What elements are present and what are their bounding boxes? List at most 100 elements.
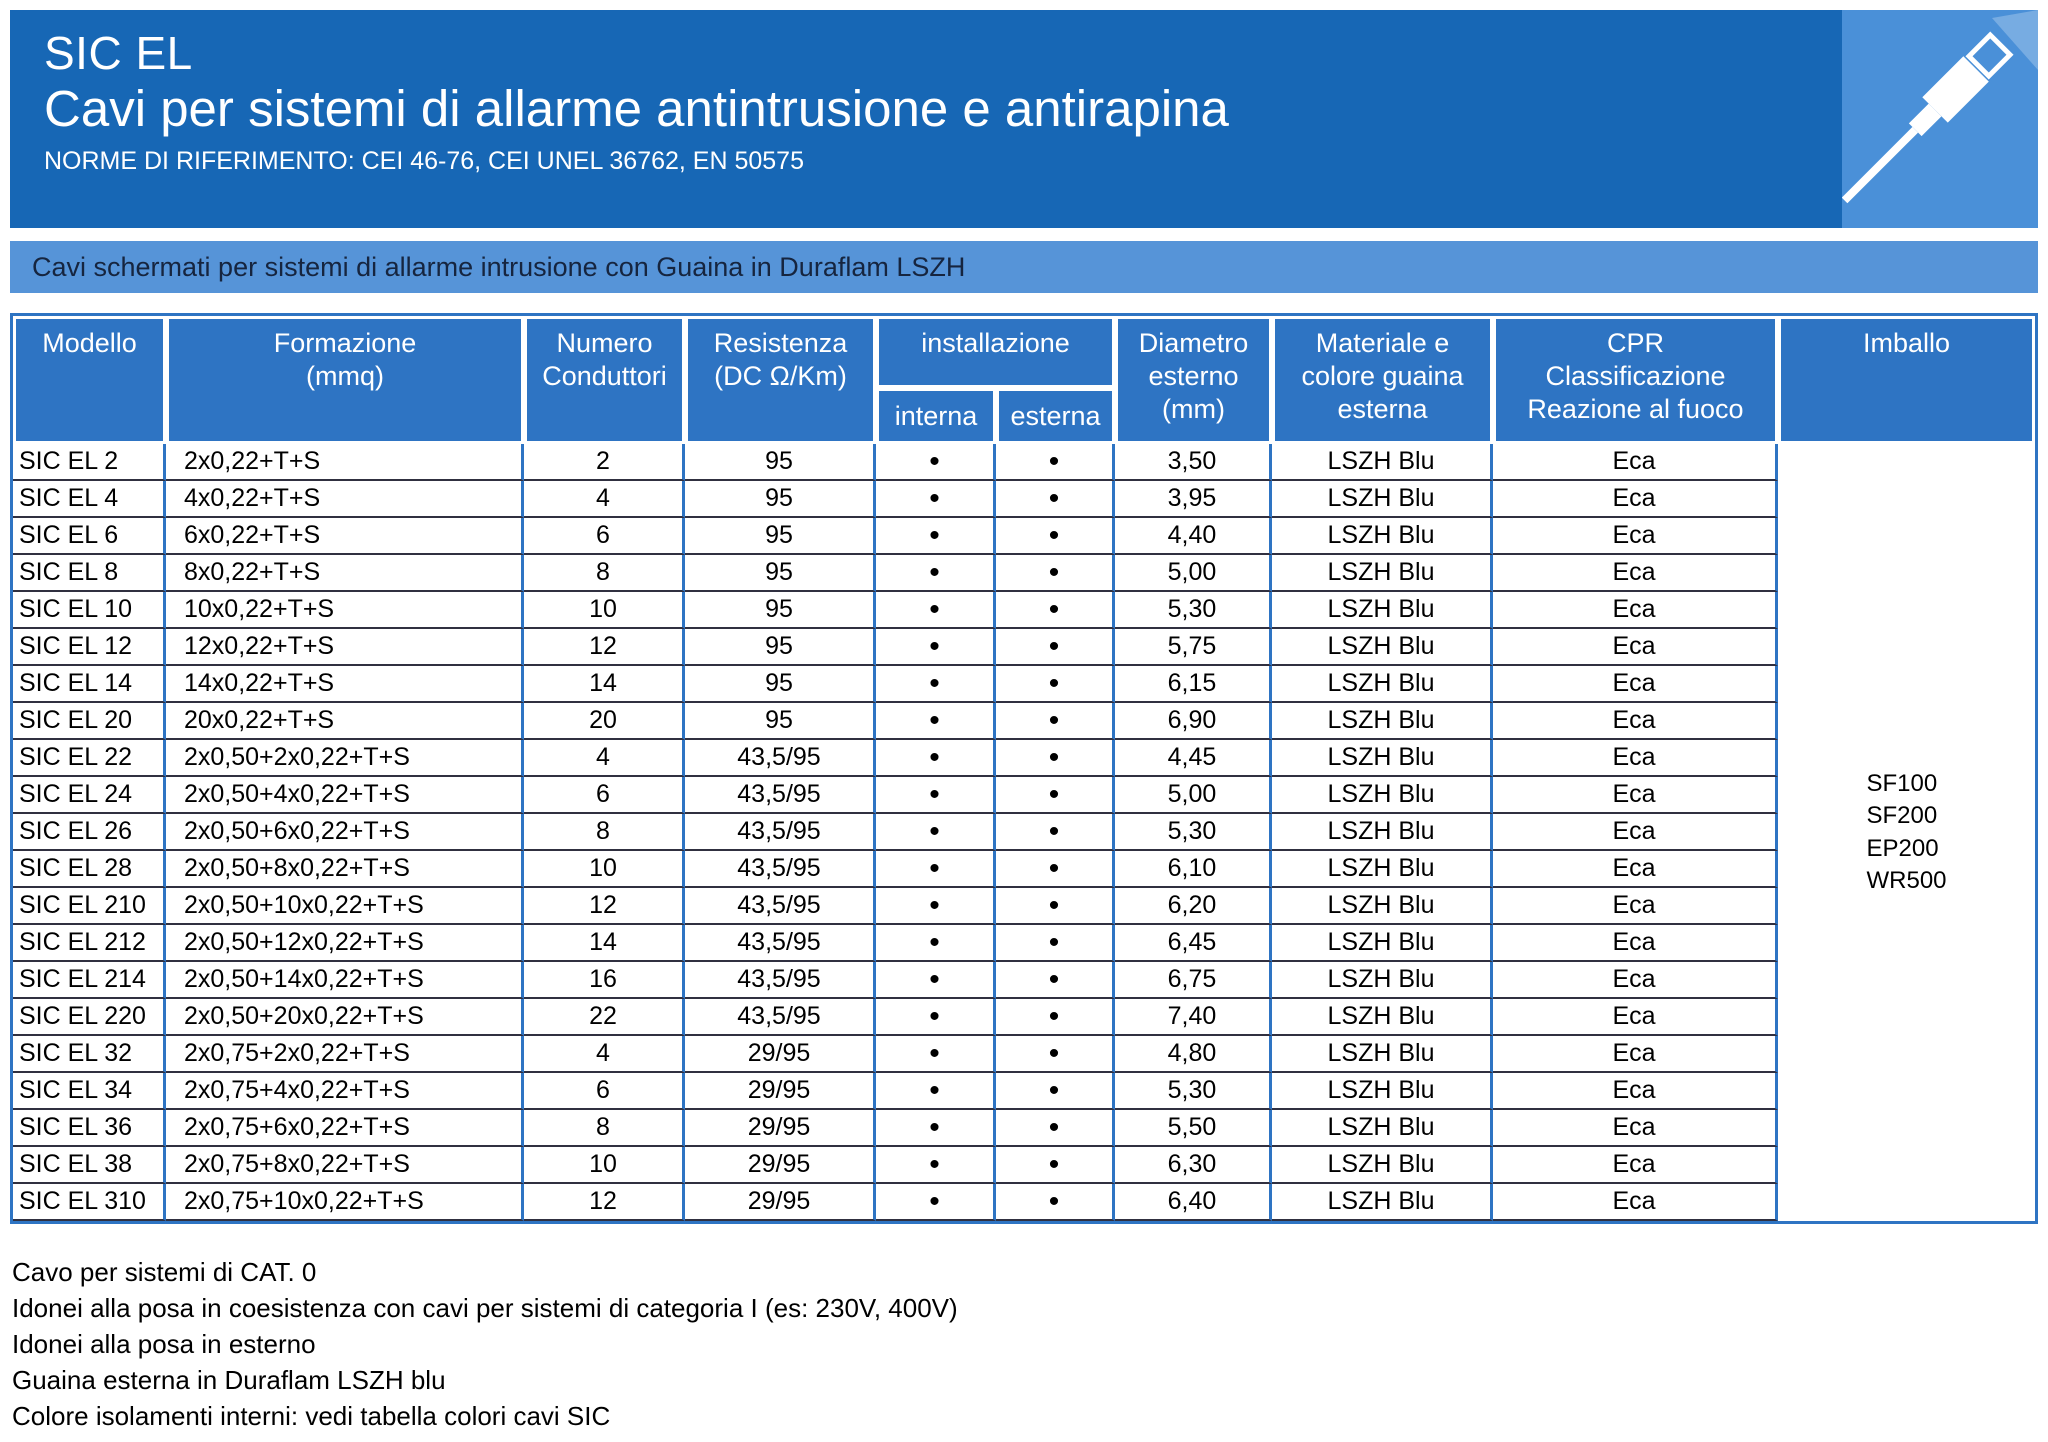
cell-cpr: Eca bbox=[1493, 925, 1778, 962]
cell-diametro: 4,40 bbox=[1115, 518, 1272, 555]
cell-formazione: 4x0,22+T+S bbox=[166, 481, 524, 518]
cell-interna: • bbox=[876, 1036, 996, 1073]
cell-cpr: Eca bbox=[1493, 703, 1778, 740]
cell-diametro: 4,45 bbox=[1115, 740, 1272, 777]
cell-esterna: • bbox=[996, 925, 1115, 962]
section-banner: Cavi schermati per sistemi di allarme in… bbox=[10, 241, 2038, 293]
cell-modello: SIC EL 34 bbox=[13, 1073, 166, 1110]
cell-diametro: 6,10 bbox=[1115, 851, 1272, 888]
cell-interna: • bbox=[876, 962, 996, 999]
cell-formazione: 2x0,50+2x0,22+T+S bbox=[166, 740, 524, 777]
cell-modello: SIC EL 2 bbox=[13, 444, 166, 481]
cell-guaina: LSZH Blu bbox=[1272, 999, 1493, 1036]
cell-formazione: 6x0,22+T+S bbox=[166, 518, 524, 555]
cell-conduttori: 4 bbox=[524, 481, 685, 518]
cell-formazione: 2x0,50+4x0,22+T+S bbox=[166, 777, 524, 814]
cell-resistenza: 43,5/95 bbox=[685, 740, 876, 777]
cell-resistenza: 95 bbox=[685, 518, 876, 555]
cell-resistenza: 29/95 bbox=[685, 1036, 876, 1073]
cell-resistenza: 29/95 bbox=[685, 1184, 876, 1221]
cell-resistenza: 95 bbox=[685, 444, 876, 481]
cell-formazione: 2x0,75+10x0,22+T+S bbox=[166, 1184, 524, 1221]
footer-notes: Cavo per sistemi di CAT. 0 Idonei alla p… bbox=[10, 1254, 2038, 1434]
cell-diametro: 6,90 bbox=[1115, 703, 1272, 740]
spec-table: Modello Formazione (mmq) Numero Condutto… bbox=[10, 313, 2038, 1224]
cell-modello: SIC EL 14 bbox=[13, 666, 166, 703]
cell-conduttori: 6 bbox=[524, 777, 685, 814]
cell-diametro: 3,50 bbox=[1115, 444, 1272, 481]
cell-modello: SIC EL 210 bbox=[13, 888, 166, 925]
cell-interna: • bbox=[876, 925, 996, 962]
cell-cpr: Eca bbox=[1493, 518, 1778, 555]
cell-esterna: • bbox=[996, 962, 1115, 999]
cell-resistenza: 43,5/95 bbox=[685, 888, 876, 925]
cell-interna: • bbox=[876, 777, 996, 814]
cell-guaina: LSZH Blu bbox=[1272, 518, 1493, 555]
cell-interna: • bbox=[876, 518, 996, 555]
cell-formazione: 2x0,75+6x0,22+T+S bbox=[166, 1110, 524, 1147]
cell-interna: • bbox=[876, 740, 996, 777]
cell-esterna: • bbox=[996, 629, 1115, 666]
col-header-guaina: Materiale e colore guaina esterna bbox=[1272, 316, 1493, 444]
cell-cpr: Eca bbox=[1493, 1110, 1778, 1147]
cell-interna: • bbox=[876, 999, 996, 1036]
col-header-interna: interna bbox=[876, 388, 996, 444]
cell-formazione: 2x0,50+20x0,22+T+S bbox=[166, 999, 524, 1036]
cell-formazione: 8x0,22+T+S bbox=[166, 555, 524, 592]
cell-guaina: LSZH Blu bbox=[1272, 1073, 1493, 1110]
cell-conduttori: 8 bbox=[524, 555, 685, 592]
cell-diametro: 6,20 bbox=[1115, 888, 1272, 925]
cell-conduttori: 10 bbox=[524, 1147, 685, 1184]
cell-cpr: Eca bbox=[1493, 740, 1778, 777]
cell-diametro: 7,40 bbox=[1115, 999, 1272, 1036]
cell-diametro: 6,15 bbox=[1115, 666, 1272, 703]
cell-resistenza: 95 bbox=[685, 703, 876, 740]
cell-conduttori: 12 bbox=[524, 629, 685, 666]
cell-guaina: LSZH Blu bbox=[1272, 1184, 1493, 1221]
cell-guaina: LSZH Blu bbox=[1272, 925, 1493, 962]
cell-resistenza: 95 bbox=[685, 666, 876, 703]
cell-conduttori: 14 bbox=[524, 925, 685, 962]
cell-esterna: • bbox=[996, 1110, 1115, 1147]
cell-diametro: 6,75 bbox=[1115, 962, 1272, 999]
cell-resistenza: 95 bbox=[685, 592, 876, 629]
cell-resistenza: 95 bbox=[685, 481, 876, 518]
cell-formazione: 12x0,22+T+S bbox=[166, 629, 524, 666]
cell-esterna: • bbox=[996, 666, 1115, 703]
cell-resistenza: 95 bbox=[685, 629, 876, 666]
cell-conduttori: 2 bbox=[524, 444, 685, 481]
cell-cpr: Eca bbox=[1493, 629, 1778, 666]
cell-conduttori: 8 bbox=[524, 814, 685, 851]
cell-modello: SIC EL 220 bbox=[13, 999, 166, 1036]
cell-resistenza: 95 bbox=[685, 555, 876, 592]
cell-formazione: 2x0,50+6x0,22+T+S bbox=[166, 814, 524, 851]
cell-guaina: LSZH Blu bbox=[1272, 888, 1493, 925]
cell-resistenza: 43,5/95 bbox=[685, 962, 876, 999]
cell-guaina: LSZH Blu bbox=[1272, 703, 1493, 740]
cell-esterna: • bbox=[996, 888, 1115, 925]
cell-cpr: Eca bbox=[1493, 777, 1778, 814]
col-header-installazione: installazione bbox=[876, 316, 1115, 388]
cell-resistenza: 43,5/95 bbox=[685, 851, 876, 888]
cell-modello: SIC EL 8 bbox=[13, 555, 166, 592]
cell-formazione: 2x0,75+2x0,22+T+S bbox=[166, 1036, 524, 1073]
cell-modello: SIC EL 22 bbox=[13, 740, 166, 777]
cell-modello: SIC EL 12 bbox=[13, 629, 166, 666]
cell-esterna: • bbox=[996, 999, 1115, 1036]
product-name: SIC EL bbox=[44, 27, 193, 79]
cell-conduttori: 10 bbox=[524, 851, 685, 888]
cell-cpr: Eca bbox=[1493, 481, 1778, 518]
cell-modello: SIC EL 26 bbox=[13, 814, 166, 851]
cell-conduttori: 6 bbox=[524, 518, 685, 555]
cable-icon bbox=[1842, 10, 2038, 204]
cell-modello: SIC EL 38 bbox=[13, 1147, 166, 1184]
cell-esterna: • bbox=[996, 592, 1115, 629]
col-header-resistenza: Resistenza (DC Ω/Km) bbox=[685, 316, 876, 444]
cell-formazione: 10x0,22+T+S bbox=[166, 592, 524, 629]
page-title: Cavi per sistemi di allarme antintrusion… bbox=[44, 80, 1229, 138]
cell-guaina: LSZH Blu bbox=[1272, 629, 1493, 666]
cell-guaina: LSZH Blu bbox=[1272, 740, 1493, 777]
cell-resistenza: 43,5/95 bbox=[685, 925, 876, 962]
cell-conduttori: 4 bbox=[524, 1036, 685, 1073]
